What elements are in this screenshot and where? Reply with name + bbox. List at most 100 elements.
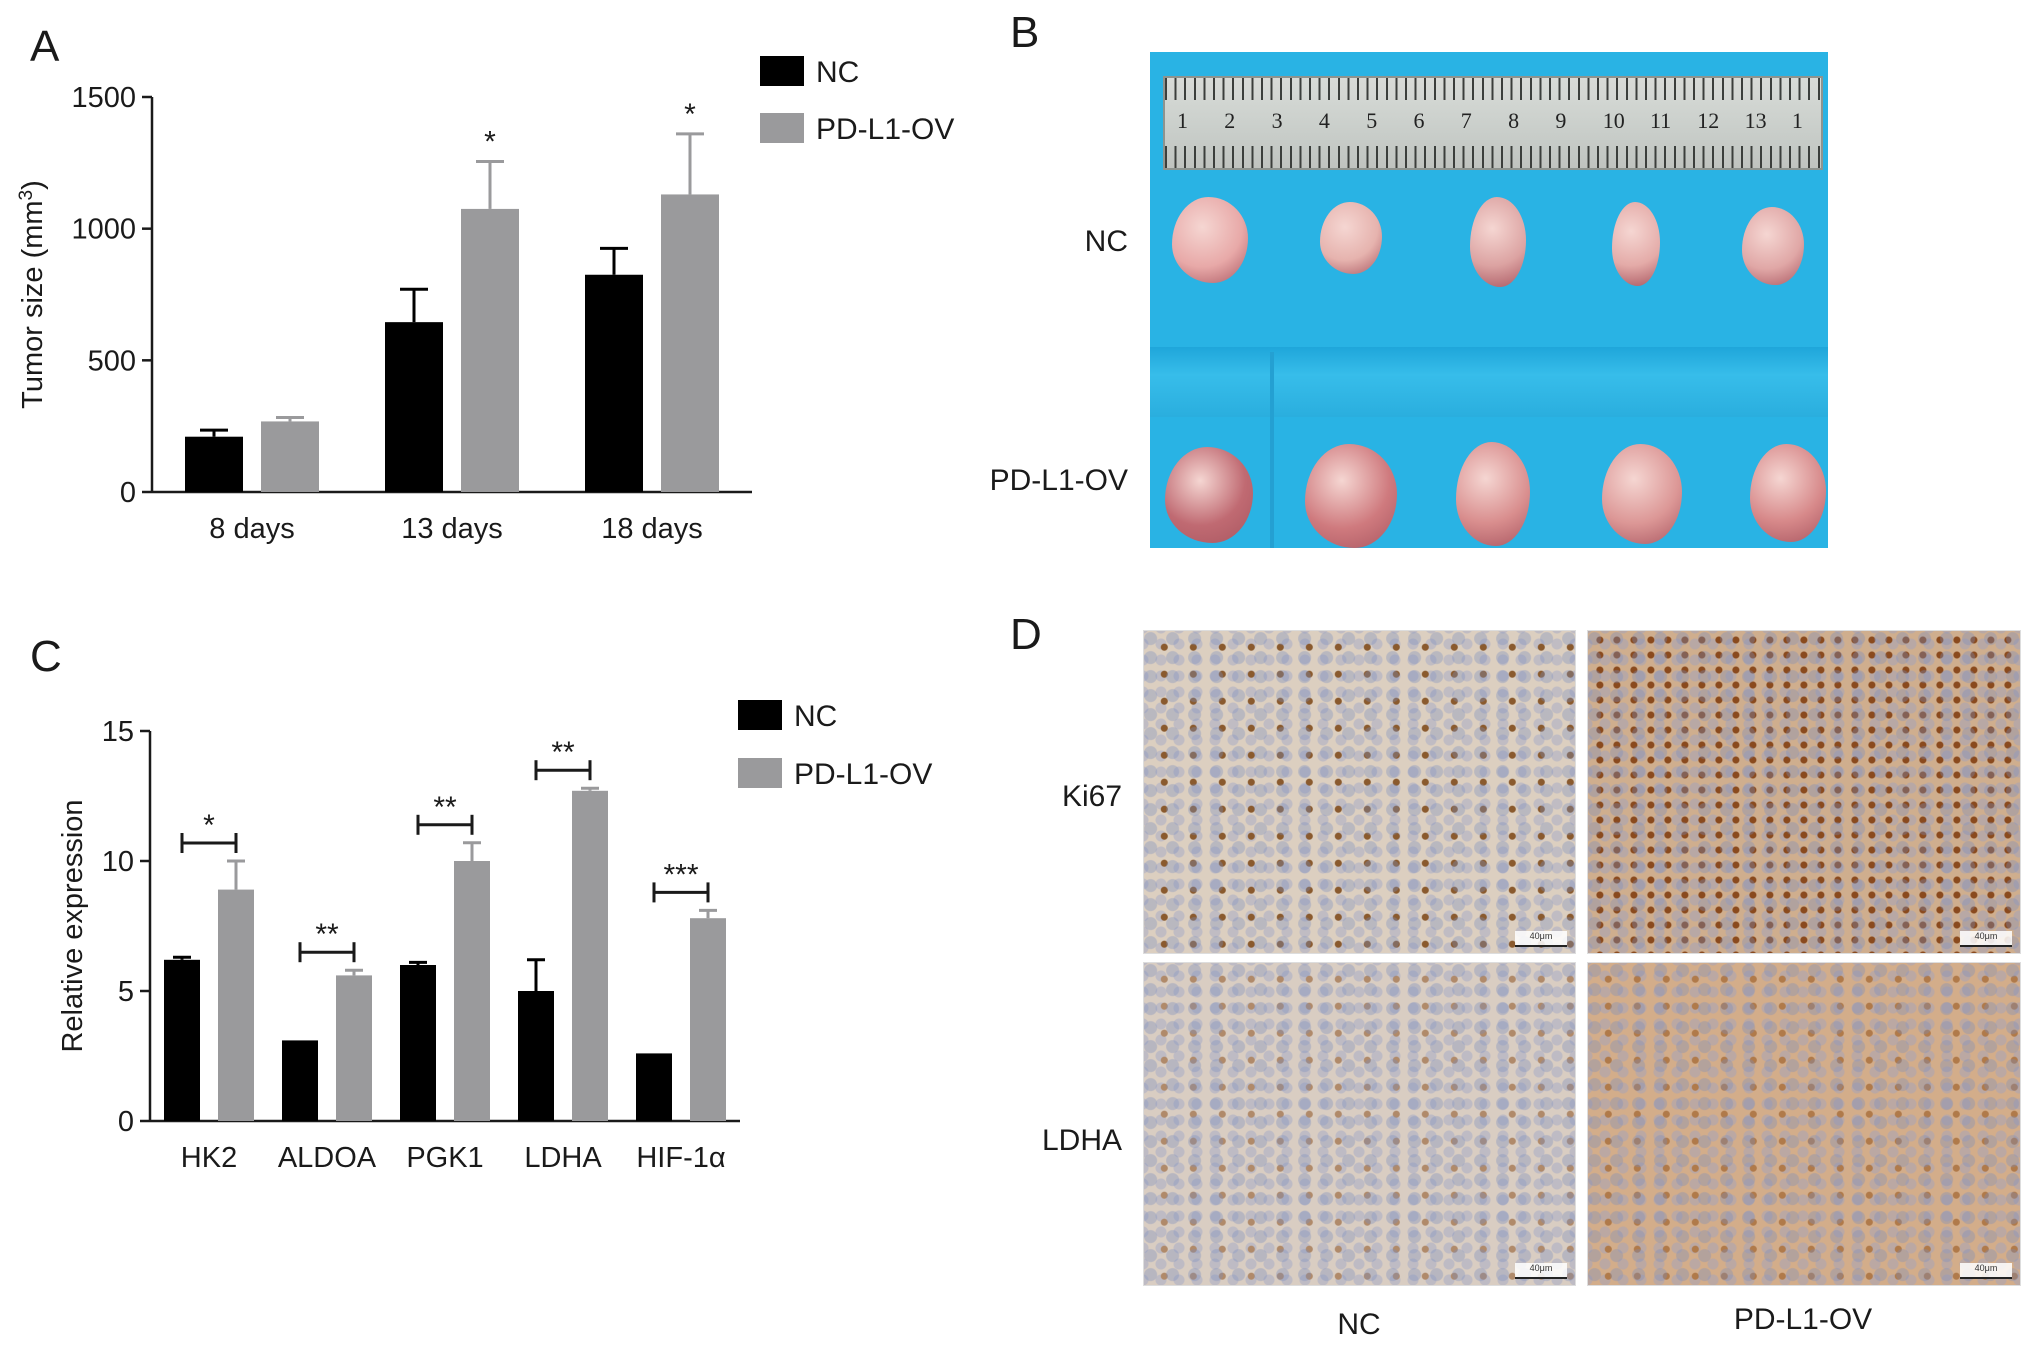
ruler-number: 4 xyxy=(1318,108,1330,133)
x-tick-label: ALDOA xyxy=(278,1142,377,1174)
tumor-sample xyxy=(1305,444,1397,548)
relative-expression-chart: 0 5 10 15 Relative expression HK2 * ALDOA ** PGK1… xyxy=(57,700,932,1174)
panel-label-d: D xyxy=(1010,610,1042,659)
ruler-number: 13 xyxy=(1744,108,1767,133)
bar-pdl1 xyxy=(454,861,490,1121)
ruler-number: 10 xyxy=(1602,108,1625,133)
tumor-sample xyxy=(1742,207,1804,285)
scale-bar: 40μm xyxy=(1960,931,2012,947)
ldha-pdl1-tile: 40μm xyxy=(1587,962,2021,1286)
panel-label-b: B xyxy=(1010,8,1040,57)
ruler-number: 5 xyxy=(1366,108,1378,133)
ki67-pdl1-tile: 40μm xyxy=(1587,630,2021,954)
ruler-number: 8 xyxy=(1508,108,1520,133)
x-tick-label: LDHA xyxy=(524,1142,602,1174)
legend-swatch-nc xyxy=(760,56,804,86)
tumor-sample xyxy=(1750,444,1826,542)
significance-star: * xyxy=(684,98,696,131)
legend-label-nc: NC xyxy=(816,56,859,89)
y-tick-label: 1500 xyxy=(71,82,136,114)
significance-star: ** xyxy=(433,791,457,824)
y-tick-label: 1000 xyxy=(71,214,136,246)
y-axis-label-sup: 3 xyxy=(16,190,37,201)
paneld-row-label-ldha: LDHA xyxy=(1041,1124,1122,1157)
ruler-number: 11 xyxy=(1650,108,1672,133)
x-tick-label: PGK1 xyxy=(406,1142,483,1174)
significance-star: * xyxy=(203,809,215,842)
y-axis-label-main: Tumor size (mm xyxy=(17,200,49,408)
significance-star: ** xyxy=(551,736,575,769)
paneld-col-label-nc: NC xyxy=(1337,1308,1381,1341)
ruler: 1 2 3 4 5 6 7 8 9 10 11 12 13 1 xyxy=(1163,76,1823,170)
legend-swatch-pdl1 xyxy=(738,758,782,788)
bar-pdl1 xyxy=(336,975,372,1121)
ki67-nc-tile: 40μm xyxy=(1143,630,1576,954)
panel-label-c: C xyxy=(30,632,62,681)
bar-nc xyxy=(400,965,436,1121)
tumor-sample xyxy=(1470,197,1526,287)
drape-crease xyxy=(1270,352,1274,548)
x-tick-label: HIF-1α xyxy=(636,1142,725,1174)
tumor-sample xyxy=(1172,197,1248,283)
y-tick-label: 500 xyxy=(88,345,136,377)
scale-bar: 40μm xyxy=(1960,1263,2012,1279)
drape-fold xyxy=(1150,347,1828,417)
scale-bar: 40μm xyxy=(1515,1263,1567,1279)
significance-star: ** xyxy=(315,918,339,951)
bar-nc xyxy=(282,1040,318,1121)
panelb-row-label-nc: NC xyxy=(1084,225,1128,258)
legend-swatch-pdl1 xyxy=(760,113,804,143)
panelb-row-label-pdl1: PD-L1-OV xyxy=(989,464,1128,497)
ruler-number: 1 xyxy=(1177,108,1188,133)
y-tick-label: 5 xyxy=(118,976,134,1008)
x-tick-label: 13 days xyxy=(401,513,503,545)
bar-pdl1 xyxy=(218,889,254,1121)
bar-nc xyxy=(164,959,200,1121)
bar-nc xyxy=(636,1053,672,1121)
y-tick-label: 10 xyxy=(102,846,134,878)
paneld-row-label-ki67: Ki67 xyxy=(1061,780,1122,813)
ruler-number: 2 xyxy=(1224,108,1236,133)
scale-bar: 40μm xyxy=(1515,931,1567,947)
tumor-sample xyxy=(1456,442,1530,546)
y-axis-label-close: ) xyxy=(17,180,49,190)
panel-label-a: A xyxy=(30,22,60,71)
bar-pdl1 xyxy=(572,790,608,1121)
legend-label-pdl1: PD-L1-OV xyxy=(816,113,954,146)
tumor-sample xyxy=(1612,202,1660,286)
bar-pdl1 xyxy=(261,421,319,492)
y-axis-label: Tumor size (mm3) xyxy=(16,180,49,409)
tumor-photograph: 1 2 3 4 5 6 7 8 9 10 11 12 13 1 xyxy=(1150,52,1828,548)
ruler-number: 7 xyxy=(1460,108,1472,133)
ruler-number: 9 xyxy=(1555,108,1567,133)
x-tick-label: 18 days xyxy=(601,513,703,545)
ruler-number: 1 xyxy=(1791,108,1803,133)
tumor-size-chart: 0 500 1000 1500 Tumor size (mm3) 8 days 13 day… xyxy=(16,56,954,545)
bar-nc xyxy=(385,322,443,492)
ruler-number: 12 xyxy=(1697,108,1720,133)
x-tick-label: 8 days xyxy=(209,513,294,545)
bar-nc xyxy=(585,274,643,492)
bar-nc xyxy=(185,436,243,492)
y-tick-label: 0 xyxy=(120,477,136,509)
bar-pdl1 xyxy=(461,208,519,492)
y-axis-label: Relative expression xyxy=(57,799,89,1052)
bar-nc xyxy=(518,991,554,1121)
tumor-sample xyxy=(1320,202,1382,274)
y-tick-label: 0 xyxy=(118,1106,134,1138)
x-tick-label: HK2 xyxy=(181,1142,237,1174)
legend-label-pdl1: PD-L1-OV xyxy=(794,758,932,791)
legend-swatch-nc xyxy=(738,700,782,730)
significance-star: * xyxy=(484,126,496,159)
significance-star: *** xyxy=(663,858,698,891)
ruler-number: 3 xyxy=(1271,108,1283,133)
legend-label-nc: NC xyxy=(794,700,837,733)
y-tick-label: 15 xyxy=(102,716,134,748)
paneld-col-label-pdl1: PD-L1-OV xyxy=(1733,1303,1873,1336)
bar-pdl1 xyxy=(690,918,726,1121)
tumor-sample xyxy=(1165,447,1253,543)
ldha-nc-tile: 40μm xyxy=(1143,962,1576,1286)
ruler-number: 6 xyxy=(1413,108,1425,133)
bar-pdl1 xyxy=(661,194,719,492)
tumor-sample xyxy=(1602,444,1682,544)
